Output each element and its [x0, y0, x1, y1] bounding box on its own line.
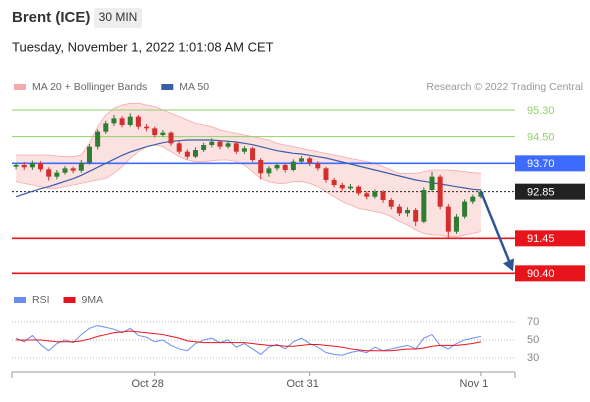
candle-body	[307, 158, 313, 164]
candle-body	[437, 176, 443, 207]
timeframe: 30 MIN	[99, 10, 138, 24]
candle-body	[78, 162, 84, 171]
candle-body	[209, 141, 215, 145]
candle-body	[364, 193, 370, 197]
candle-body	[184, 151, 190, 157]
y-tick-label: 50	[527, 334, 539, 346]
y-tick-label: 70	[527, 316, 539, 328]
candle-body	[70, 168, 76, 171]
level-label: 91.45	[527, 233, 555, 245]
legend-swatch	[63, 297, 76, 303]
y-tick-label: 30	[527, 352, 539, 364]
level-box	[515, 155, 585, 172]
level-label: 92.85	[527, 187, 555, 199]
candle-body	[127, 116, 133, 125]
candle-body	[241, 148, 247, 152]
candle-body	[396, 206, 402, 214]
legend-label: 9MA	[82, 294, 104, 306]
candle-body	[46, 169, 52, 177]
bollinger-lower	[15, 144, 482, 238]
rsi-line	[16, 330, 482, 352]
candle-body	[339, 185, 345, 189]
bollinger-fill	[16, 103, 481, 237]
candle-body	[421, 190, 427, 222]
candle-body	[405, 210, 411, 214]
level-box	[515, 230, 585, 247]
legend-label: MA 20 + Bollinger Bands	[32, 81, 147, 93]
legend-swatch	[14, 297, 26, 303]
candle-body	[429, 176, 435, 190]
candle-body	[38, 163, 44, 170]
legend-swatch	[161, 84, 174, 90]
candle-body	[356, 186, 362, 194]
candle-body	[62, 168, 68, 173]
candle-body	[470, 196, 476, 202]
level-label: 95.30	[527, 105, 555, 117]
chart-title: Brent (ICE)	[12, 9, 90, 26]
candle-body	[103, 123, 109, 132]
candle-body	[282, 165, 288, 170]
candle-body	[258, 160, 264, 174]
candle-body	[111, 118, 117, 124]
candle-body	[388, 200, 394, 207]
legend-label: RSI	[32, 294, 50, 306]
candle-body	[331, 180, 337, 185]
legend-swatch	[14, 84, 26, 90]
rsi-line	[15, 325, 482, 356]
source: Research © 2022 Trading Central	[426, 81, 583, 93]
x-tick-label: Oct 31	[286, 378, 318, 390]
candle-body	[250, 148, 256, 160]
candle-body	[135, 116, 141, 127]
candle-body	[290, 161, 296, 170]
candle-body	[274, 165, 280, 169]
candle-body	[266, 168, 272, 174]
candle-body	[380, 191, 386, 200]
candle-body	[372, 191, 378, 197]
candle-body	[299, 158, 305, 162]
candle-body	[29, 163, 35, 168]
candle-body	[233, 143, 239, 152]
candle-body	[225, 143, 231, 147]
candle-body	[201, 145, 207, 150]
candle-body	[95, 131, 101, 147]
level-label: 93.70	[527, 158, 555, 170]
candle-body	[323, 168, 329, 180]
level-box	[515, 265, 585, 282]
candle-body	[119, 118, 125, 125]
x-tick-label: Nov 1	[460, 378, 489, 390]
candle-body	[13, 165, 19, 167]
projection-arrowhead	[503, 258, 514, 272]
candle-body	[144, 126, 150, 129]
candle-body	[413, 210, 419, 222]
candle-body	[176, 143, 182, 152]
x-tick-label: Oct 28	[132, 378, 164, 390]
legend-label: MA 50	[179, 81, 209, 93]
candle-body	[168, 132, 174, 144]
candle-body	[21, 165, 27, 168]
subtitle: Tuesday, November 1, 2022 1:01:08 AM CET	[12, 39, 274, 54]
level-label: 90.40	[527, 268, 555, 280]
candle-body	[315, 163, 321, 169]
candle-body	[453, 216, 459, 232]
candle-body	[462, 201, 468, 217]
bollinger-upper	[16, 102, 481, 174]
level-label: 94.50	[527, 132, 555, 144]
projection-arrow	[479, 191, 512, 264]
candle-body	[217, 141, 223, 147]
candle-body	[445, 206, 451, 232]
candle-body	[54, 172, 60, 177]
candle-body	[160, 132, 166, 135]
candle-body	[347, 186, 353, 189]
timeframe-box	[94, 8, 142, 28]
ma50-line	[15, 139, 481, 198]
candle-body	[192, 150, 198, 157]
candle-body	[86, 146, 92, 163]
candle-body	[152, 128, 158, 135]
level-box	[515, 183, 585, 200]
